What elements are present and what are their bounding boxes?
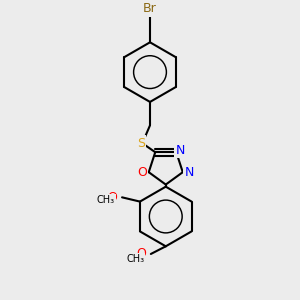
Text: O: O xyxy=(107,191,117,204)
Text: O: O xyxy=(136,248,146,260)
Text: S: S xyxy=(137,137,145,150)
Text: O: O xyxy=(137,166,147,179)
Text: CH₃: CH₃ xyxy=(126,254,144,264)
Text: CH₃: CH₃ xyxy=(97,195,115,206)
Text: N: N xyxy=(184,166,194,179)
Text: N: N xyxy=(176,144,185,157)
Text: Br: Br xyxy=(143,2,157,15)
